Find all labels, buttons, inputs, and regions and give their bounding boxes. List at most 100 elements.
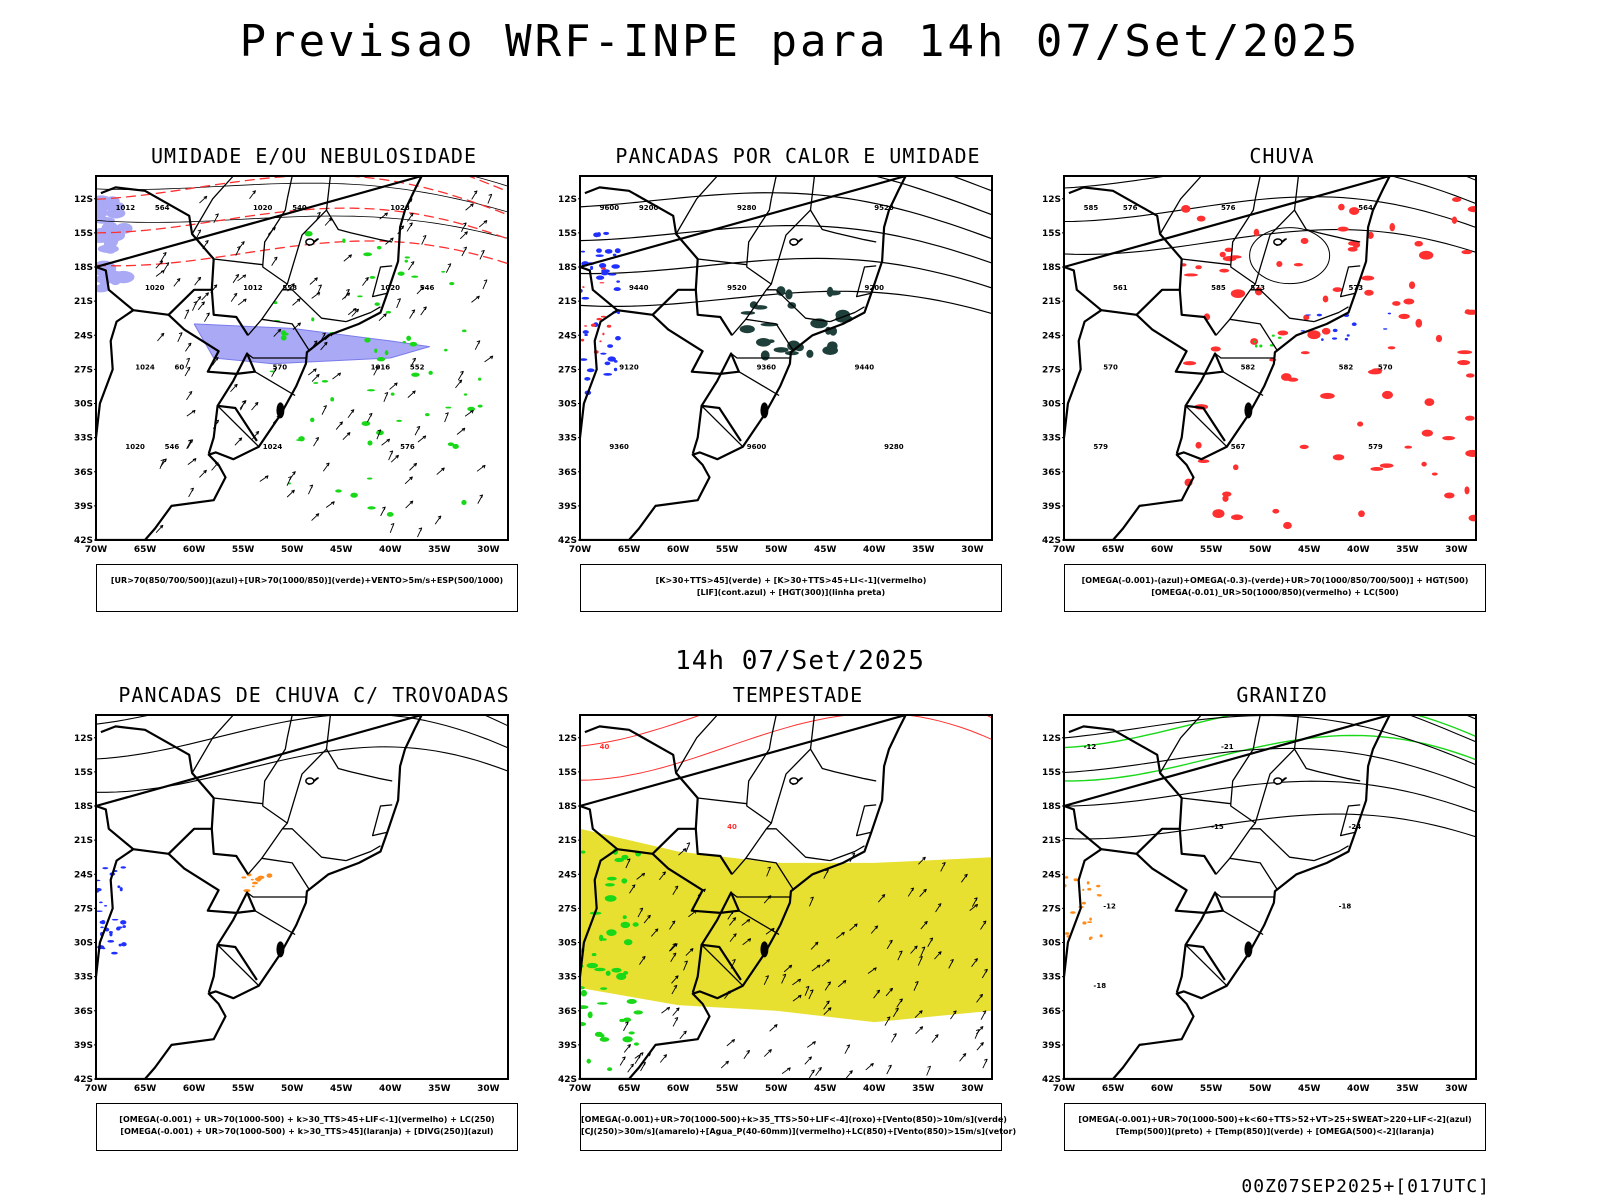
humidity-high-levels bbox=[106, 207, 126, 219]
contour-label: 40 bbox=[600, 743, 610, 751]
political-border bbox=[1185, 944, 1228, 987]
contour-label: 564 bbox=[1358, 204, 1373, 212]
contour-label: 9280 bbox=[737, 204, 757, 212]
political-border bbox=[697, 797, 772, 859]
wind-vector bbox=[417, 435, 427, 443]
political-border bbox=[701, 405, 744, 448]
wind850-area bbox=[606, 876, 617, 881]
thickness-line bbox=[96, 176, 508, 216]
wind-vector bbox=[378, 313, 387, 322]
lat-tick-label: 21S bbox=[1042, 297, 1061, 307]
political-border bbox=[738, 910, 780, 936]
rain-area bbox=[1195, 265, 1202, 270]
rain-area bbox=[1212, 509, 1225, 519]
wind-vector bbox=[971, 897, 978, 907]
li-negative-area bbox=[582, 286, 585, 288]
panel-trovoadas: PANCADAS DE CHUVA C/ TROVOADAS 12S 15S 18S… bbox=[74, 683, 554, 1173]
wind-vector bbox=[249, 190, 256, 200]
lif-contour bbox=[616, 280, 620, 283]
wind-vector bbox=[804, 985, 810, 996]
omega500-area bbox=[1073, 878, 1079, 882]
political-border bbox=[325, 209, 393, 243]
lat-tick-label: 15S bbox=[1042, 768, 1061, 778]
wind850-area bbox=[619, 1018, 626, 1023]
wind-vector bbox=[678, 848, 687, 856]
humidity-low-levels bbox=[402, 340, 407, 344]
political-border bbox=[1339, 265, 1361, 298]
lat-tick-label: 12S bbox=[74, 195, 93, 205]
wind-vector bbox=[259, 475, 269, 482]
high-center-contour bbox=[1249, 227, 1331, 285]
wind-vector bbox=[410, 357, 416, 368]
rain-area bbox=[1451, 216, 1458, 224]
contour-label: 1012 bbox=[243, 284, 263, 292]
legend-line: [K>30+TTS>45](verde) + [K>30+TTS>45+LI<-… bbox=[655, 576, 927, 585]
wind-vector bbox=[669, 943, 678, 952]
wind850-area bbox=[580, 850, 586, 854]
humidity-low-levels bbox=[397, 271, 405, 276]
contour-label: 1016 bbox=[371, 363, 391, 371]
omega500-area bbox=[1099, 934, 1103, 938]
wind-vector bbox=[670, 952, 677, 962]
political-border bbox=[730, 891, 790, 898]
lon-tick-label: 65W bbox=[134, 545, 157, 552]
lon-tick-label: 30W bbox=[1445, 1084, 1468, 1091]
political-border bbox=[1159, 715, 1202, 774]
political-border bbox=[325, 748, 393, 782]
wind-vector bbox=[436, 467, 445, 475]
lat-tick-label: 30S bbox=[74, 400, 93, 410]
map-chuva: 585 585 582 579 576 573 570 567 564 561 582 579 576 5… bbox=[1042, 175, 1477, 552]
wind-vector bbox=[809, 896, 814, 907]
political-border bbox=[580, 309, 653, 448]
shower-area bbox=[241, 876, 247, 879]
contour-label: 1012 bbox=[116, 204, 136, 212]
rain-area bbox=[1219, 268, 1230, 273]
lif-contour bbox=[613, 287, 621, 292]
rain-area bbox=[1303, 314, 1310, 321]
wind-vector bbox=[173, 278, 181, 287]
lif-contour bbox=[586, 368, 595, 373]
wind-vector bbox=[765, 927, 775, 935]
lon-tick-label: 30W bbox=[961, 545, 984, 552]
wind-vector bbox=[195, 229, 202, 240]
political-border bbox=[1135, 288, 1224, 407]
wind-vector bbox=[362, 277, 369, 286]
wind850-area bbox=[601, 938, 607, 941]
wind-vector bbox=[487, 193, 493, 204]
lat-tick-label: 30S bbox=[558, 400, 577, 410]
wind-vector bbox=[232, 274, 240, 284]
wind-vector bbox=[806, 1041, 816, 1048]
rain-area bbox=[1403, 298, 1415, 305]
omega500-area bbox=[1087, 921, 1093, 924]
wind850-area bbox=[633, 1010, 643, 1015]
political-border bbox=[1175, 404, 1226, 454]
humidity-low-levels bbox=[350, 492, 358, 498]
lon-tick-label: 40W bbox=[379, 545, 402, 552]
wind-vector bbox=[414, 425, 421, 436]
wind-vector bbox=[157, 332, 165, 342]
political-border bbox=[691, 404, 742, 454]
political-border bbox=[580, 265, 619, 312]
humidity-low-levels bbox=[374, 302, 380, 306]
lon-tick-label: 45W bbox=[330, 545, 353, 552]
lon-tick-label: 30W bbox=[477, 1084, 500, 1091]
strong-omega-area bbox=[1271, 334, 1275, 337]
omega-area bbox=[1387, 312, 1392, 315]
political-border bbox=[1064, 804, 1103, 851]
rain-area bbox=[1457, 359, 1471, 366]
wind-vector bbox=[308, 368, 317, 376]
wind-vector bbox=[199, 195, 208, 204]
lat-tick-label: 21S bbox=[74, 297, 93, 307]
wind-vector bbox=[919, 888, 927, 897]
li-negative-area bbox=[590, 323, 596, 327]
wind-vector bbox=[289, 471, 296, 481]
political-border bbox=[217, 944, 260, 987]
lon-tick-label: 40W bbox=[1347, 1084, 1370, 1091]
lon-tick-label: 45W bbox=[1298, 1084, 1321, 1091]
contour-label: 1020 bbox=[145, 284, 165, 292]
contour-label: 564 bbox=[155, 204, 170, 212]
lon-tick-label: 70W bbox=[1053, 545, 1076, 552]
omega500-area bbox=[1089, 936, 1093, 939]
contour-label: 570 bbox=[1103, 363, 1118, 371]
